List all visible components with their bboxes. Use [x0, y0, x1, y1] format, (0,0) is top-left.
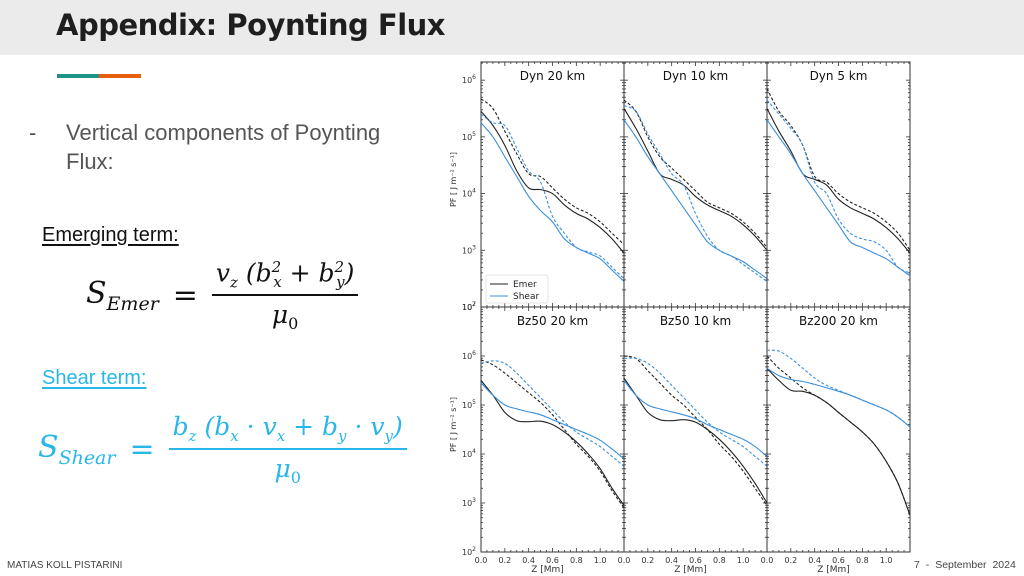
- x-tick-label: 0.2: [498, 556, 511, 565]
- y-tick-label: 106: [462, 74, 476, 85]
- accent-bar-teal: [57, 74, 100, 78]
- series-shear-solid: [766, 119, 911, 277]
- series-shear-dashed: [480, 113, 625, 280]
- footer-author: MATIAS KOLL PISTARINI: [7, 560, 123, 571]
- shear-term-label: Shear term:: [42, 367, 147, 389]
- series-emer-solid: [623, 108, 768, 251]
- y-tick-label: 105: [462, 131, 476, 142]
- x-tick-label: 0.0: [475, 556, 488, 565]
- y-tick-label: 103: [462, 497, 476, 508]
- y-tick-label: 105: [462, 399, 476, 410]
- y-tick-label: 107: [462, 301, 476, 312]
- panel-title: Dyn 20 km: [520, 69, 585, 83]
- panel-frame: [766, 306, 911, 553]
- shear-denominator: μ0: [274, 454, 301, 487]
- x-tick-label: 0.2: [784, 556, 797, 565]
- y-tick-label: 102: [462, 546, 476, 557]
- shear-formula: SShear = bz (bx · vx + by · vy) μ0: [38, 412, 407, 487]
- footer-page-date: 7 - September 2024: [914, 559, 1016, 571]
- panel-frame: [480, 61, 625, 308]
- x-axis-label: Z [Mm]: [674, 565, 707, 575]
- series-emer-dashed: [480, 359, 625, 509]
- panel-frame: [623, 61, 768, 308]
- series-shear-dashed: [623, 357, 768, 467]
- emerging-term-label: Emerging term:: [42, 224, 179, 246]
- legend-label: Emer: [513, 280, 537, 290]
- legend-label: Shear: [513, 292, 539, 302]
- emerging-denominator: μ0: [271, 300, 299, 334]
- series-shear-solid: [623, 119, 768, 280]
- x-tick-label: 1.0: [594, 556, 607, 565]
- x-tick-label: 0.6: [546, 556, 559, 565]
- series-emer-solid: [766, 108, 911, 254]
- shear-numerator: bz (bx · vx + by · vy): [172, 412, 403, 445]
- x-tick-label: 0.0: [618, 556, 631, 565]
- series-emer-solid: [480, 380, 625, 506]
- series-shear-solid: [480, 382, 625, 460]
- series-emer-dashed: [623, 355, 768, 506]
- x-tick-label: 0.2: [641, 556, 654, 565]
- emerging-formula: SEmer = vz (b2x + b2y) μ0: [86, 258, 359, 334]
- y-tick-label: 103: [462, 244, 476, 255]
- series-emer-dashed: [766, 88, 911, 251]
- x-axis-label: Z [Mm]: [817, 565, 850, 575]
- footer-date: September 2024: [935, 559, 1016, 571]
- y-tick-label: 104: [462, 448, 476, 459]
- series-shear-solid: [623, 380, 768, 457]
- x-axis-label: Z [Mm]: [531, 565, 564, 575]
- x-tick-label: 0.4: [808, 556, 821, 565]
- y-tick-label: 104: [462, 188, 476, 199]
- emerging-lhs: SEmer: [86, 276, 159, 316]
- y-axis-label: PF [ J m⁻² s⁻¹]: [449, 152, 458, 207]
- x-tick-label: 0.6: [689, 556, 702, 565]
- x-tick-label: 0.6: [832, 556, 845, 565]
- series-shear-dashed: [480, 360, 625, 467]
- panel-title: Bz200 20 km: [799, 314, 878, 328]
- emerging-numerator: vz (b2x + b2y): [215, 258, 355, 292]
- panel-frame: [766, 61, 911, 308]
- x-tick-label: 0.4: [665, 556, 678, 565]
- series-shear-solid: [480, 122, 625, 282]
- shear-lhs: SShear: [38, 430, 116, 469]
- accent-bar-orange: [99, 74, 141, 78]
- panel-title: Bz50 10 km: [660, 314, 731, 328]
- bullet-text: Vertical components of Poynting Flux:: [66, 120, 381, 174]
- x-tick-label: 0.8: [713, 556, 726, 565]
- title-bar: Appendix: Poynting Flux: [0, 0, 1024, 55]
- panel-frame: [480, 306, 625, 553]
- series-shear-dashed: [766, 99, 911, 274]
- series-shear-dashed: [766, 349, 911, 428]
- y-tick-label: 102: [462, 301, 476, 312]
- x-tick-label: 1.0: [737, 556, 750, 565]
- poynting-flux-chart: Dyn 20 km Dyn 10 km Dyn 5 km Bz50 20 km Bz50…: [449, 61, 911, 575]
- slide-title: Appendix: Poynting Flux: [56, 8, 446, 42]
- bullet-marker: -: [29, 120, 37, 145]
- panel-frame: [623, 306, 768, 553]
- x-tick-label: 0.8: [570, 556, 583, 565]
- x-tick-label: 0.0: [761, 556, 774, 565]
- series-shear-dashed: [623, 105, 768, 282]
- panel-title: Bz50 20 km: [517, 314, 588, 328]
- series-emer-dashed: [623, 99, 768, 248]
- y-axis-label: PF [ J m⁻² s⁻¹]: [449, 397, 458, 452]
- x-tick-label: 0.8: [856, 556, 869, 565]
- x-tick-label: 0.4: [522, 556, 535, 565]
- x-tick-label: 1.0: [880, 556, 893, 565]
- series-emer-dashed: [480, 98, 625, 245]
- panel-title: Dyn 5 km: [810, 69, 868, 83]
- series-emer-solid: [623, 377, 768, 504]
- page-number: 7: [914, 559, 920, 571]
- series-emer-dashed: [766, 355, 911, 516]
- series-emer-solid: [480, 110, 625, 254]
- panel-title: Dyn 10 km: [663, 69, 728, 83]
- y-tick-label: 106: [462, 350, 476, 361]
